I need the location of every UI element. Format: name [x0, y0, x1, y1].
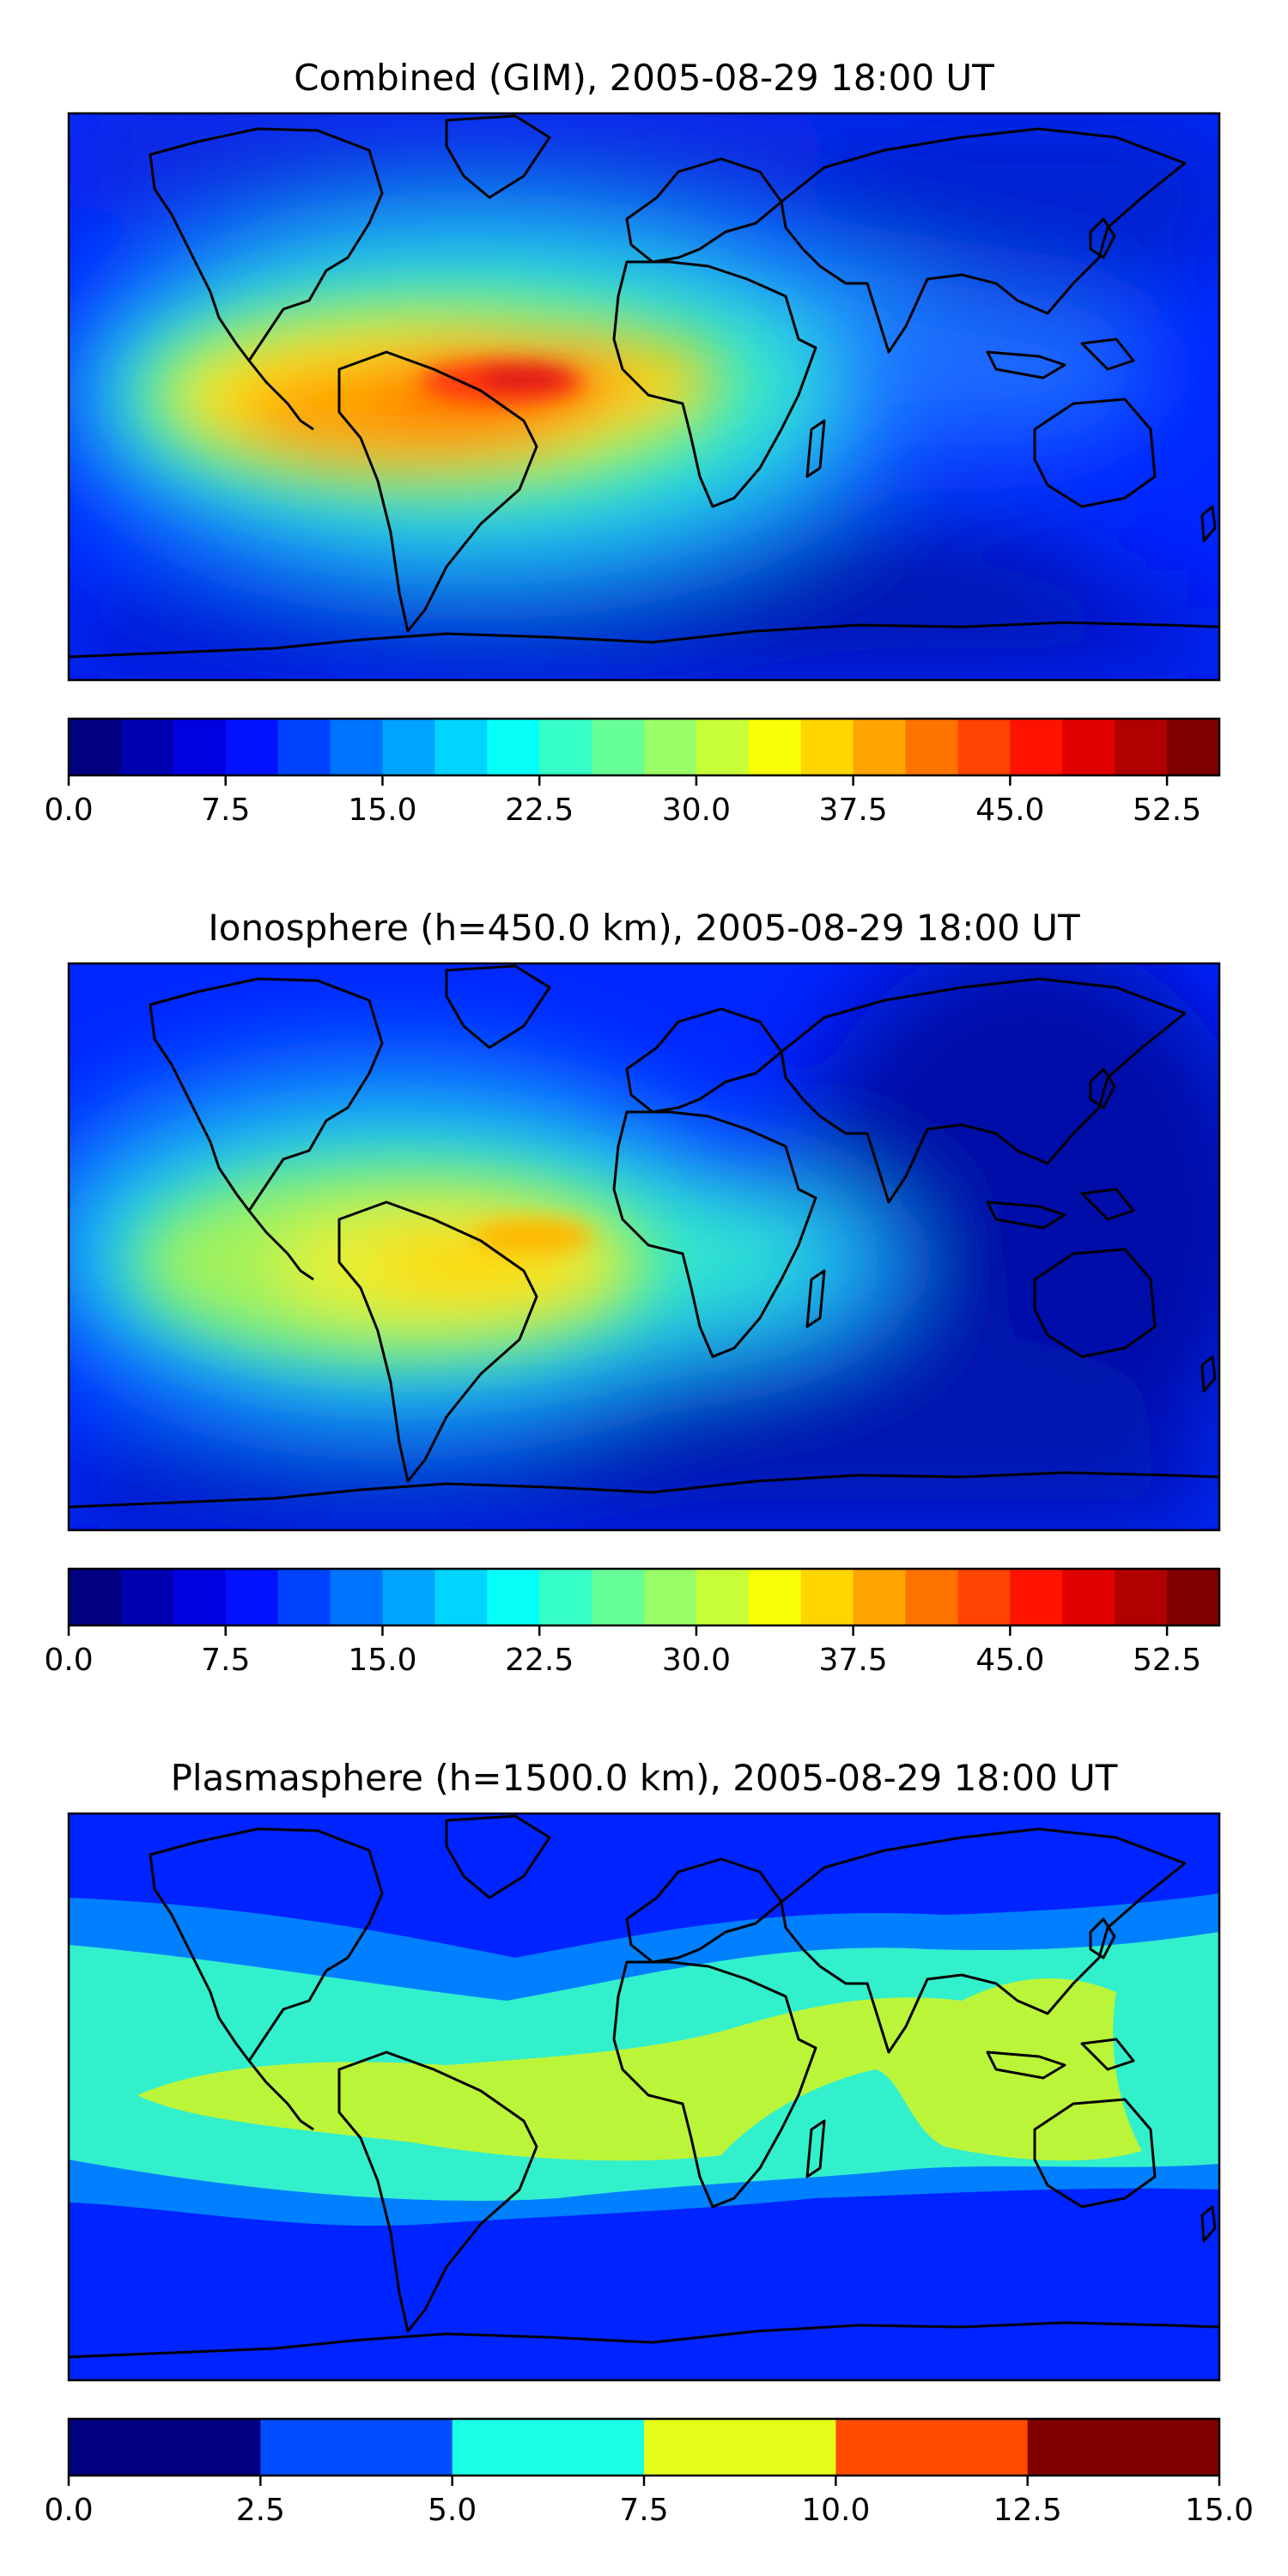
colorbar-tick-label: 22.5	[505, 1643, 574, 1678]
colorbar-level	[277, 1569, 331, 1625]
map-frame	[67, 962, 1221, 1532]
colorbar-tick-label: 2.5	[236, 2493, 285, 2528]
colorbar-frame	[67, 717, 1221, 777]
colorbar-level	[69, 2419, 261, 2476]
colorbar-tick-label: 37.5	[819, 1643, 888, 1678]
colorbar-level	[592, 1569, 645, 1625]
colorbar-tick-label: 52.5	[1133, 1643, 1201, 1678]
colorbar-level	[539, 1569, 592, 1625]
colorbar-tick-label: 45.0	[975, 793, 1044, 828]
colorbar-tick-label: 10.0	[801, 2493, 870, 2528]
colorbar-level	[1062, 719, 1115, 775]
colorbar-level	[487, 1569, 540, 1625]
colorbar-level	[905, 1569, 959, 1625]
colorbar-level	[330, 1569, 384, 1625]
colorbar-swatches	[69, 2419, 1220, 2476]
colorbar-level	[1167, 719, 1220, 775]
panel-title: Combined (GIM), 2005-08-29 18:00 UT	[294, 57, 994, 99]
colorbar-tick-label: 5.0	[428, 2493, 477, 2528]
panel-title: Ionosphere (h=450.0 km), 2005-08-29 18:0…	[208, 907, 1080, 949]
colorbar-level	[800, 719, 854, 775]
colorbar-level	[1010, 719, 1063, 775]
colorbar-tick-label: 15.0	[348, 1643, 416, 1678]
colorbar-tick-label: 22.5	[505, 793, 574, 828]
colorbar-level	[1062, 1569, 1115, 1625]
colorbar-level	[487, 719, 540, 775]
colorbar-tick-label: 0.0	[44, 2493, 93, 2528]
colorbar-level	[853, 1569, 907, 1625]
colorbar-tick-label: 7.5	[201, 1643, 250, 1678]
colorbar-level	[1167, 1569, 1220, 1625]
colorbar-level	[644, 2419, 836, 2476]
colorbar-level	[260, 2419, 453, 2476]
colorbar-ticks: 0.0 7.5 15.0 22.5 30.0 37.5 45.0 52.5	[44, 775, 1201, 828]
heatmap	[69, 1814, 1219, 2380]
colorbar-swatches	[69, 1569, 1220, 1625]
panel-combined-gim: Combined (GIM), 2005-08-29 18:00 UT	[44, 57, 1221, 828]
colorbar-tick-label: 52.5	[1133, 793, 1201, 828]
colorbar-level	[120, 719, 174, 775]
colorbar-level	[835, 2419, 1029, 2476]
colorbar-level	[957, 719, 1011, 775]
colorbar-level	[800, 1569, 854, 1625]
colorbar: 0.0 2.5 5.0 7.5 10.0 12.5 15.0	[44, 2417, 1254, 2528]
colorbar-tick-label: 12.5	[993, 2493, 1062, 2528]
colorbar-swatches	[69, 719, 1220, 775]
colorbar-level	[434, 719, 488, 775]
colorbar-level	[957, 1569, 1011, 1625]
colorbar-frame	[67, 1567, 1221, 1627]
colorbar-level	[382, 1569, 435, 1625]
colorbar-level	[1010, 1569, 1063, 1625]
map-frame	[67, 1812, 1221, 2382]
colorbar-level	[853, 719, 907, 775]
colorbar-level	[120, 1569, 174, 1625]
colorbar-level	[452, 2419, 645, 2476]
colorbar-level	[748, 1569, 802, 1625]
colorbar-tick-label: 37.5	[819, 793, 888, 828]
colorbar-tick-label: 0.0	[44, 1643, 93, 1678]
heatmap	[69, 113, 1219, 680]
colorbar-level	[330, 719, 384, 775]
colorbar-level	[225, 719, 279, 775]
colorbar-level	[539, 719, 592, 775]
colorbar-level	[748, 719, 802, 775]
colorbar-level	[696, 719, 750, 775]
colorbar-level	[1115, 1569, 1168, 1625]
colorbar-tick-label: 30.0	[662, 793, 731, 828]
colorbar-tick-label: 15.0	[1185, 2493, 1254, 2528]
colorbar-level	[1115, 719, 1168, 775]
colorbar-level	[173, 1569, 227, 1625]
colorbar-level	[696, 1569, 750, 1625]
panel-ionosphere: Ionosphere (h=450.0 km), 2005-08-29 18:0…	[44, 907, 1221, 1678]
colorbar: 0.0 7.5 15.0 22.5 30.0 37.5 45.0 52.5	[44, 717, 1221, 828]
panel-plasmasphere: Plasmasphere (h=1500.0 km), 2005-08-29 1…	[44, 1757, 1254, 2528]
colorbar-level	[1027, 2419, 1220, 2476]
colorbar-level	[173, 719, 227, 775]
colorbar-tick-label: 7.5	[201, 793, 250, 828]
colorbar-level	[905, 719, 959, 775]
colorbar-level	[434, 1569, 488, 1625]
map-frame	[67, 112, 1221, 682]
colorbar-tick-label: 7.5	[619, 2493, 668, 2528]
colorbar-level	[644, 719, 697, 775]
colorbar-level	[592, 719, 645, 775]
colorbar-ticks: 0.0 2.5 5.0 7.5 10.0 12.5 15.0	[44, 2476, 1254, 2528]
colorbar: 0.0 7.5 15.0 22.5 30.0 37.5 45.0 52.5	[44, 1567, 1221, 1678]
colorbar-level	[382, 719, 435, 775]
colorbar-level	[277, 719, 331, 775]
heatmap	[69, 963, 1219, 1530]
colorbar-level	[225, 1569, 279, 1625]
colorbar-tick-label: 15.0	[348, 793, 416, 828]
panel-title: Plasmasphere (h=1500.0 km), 2005-08-29 1…	[171, 1757, 1118, 1799]
colorbar-level	[69, 719, 122, 775]
colorbar-level	[69, 1569, 122, 1625]
colorbar-level	[644, 1569, 697, 1625]
colorbar-tick-label: 0.0	[44, 793, 93, 828]
colorbar-tick-label: 30.0	[662, 1643, 731, 1678]
colorbar-tick-label: 45.0	[975, 1643, 1044, 1678]
colorbar-ticks: 0.0 7.5 15.0 22.5 30.0 37.5 45.0 52.5	[44, 1625, 1201, 1678]
